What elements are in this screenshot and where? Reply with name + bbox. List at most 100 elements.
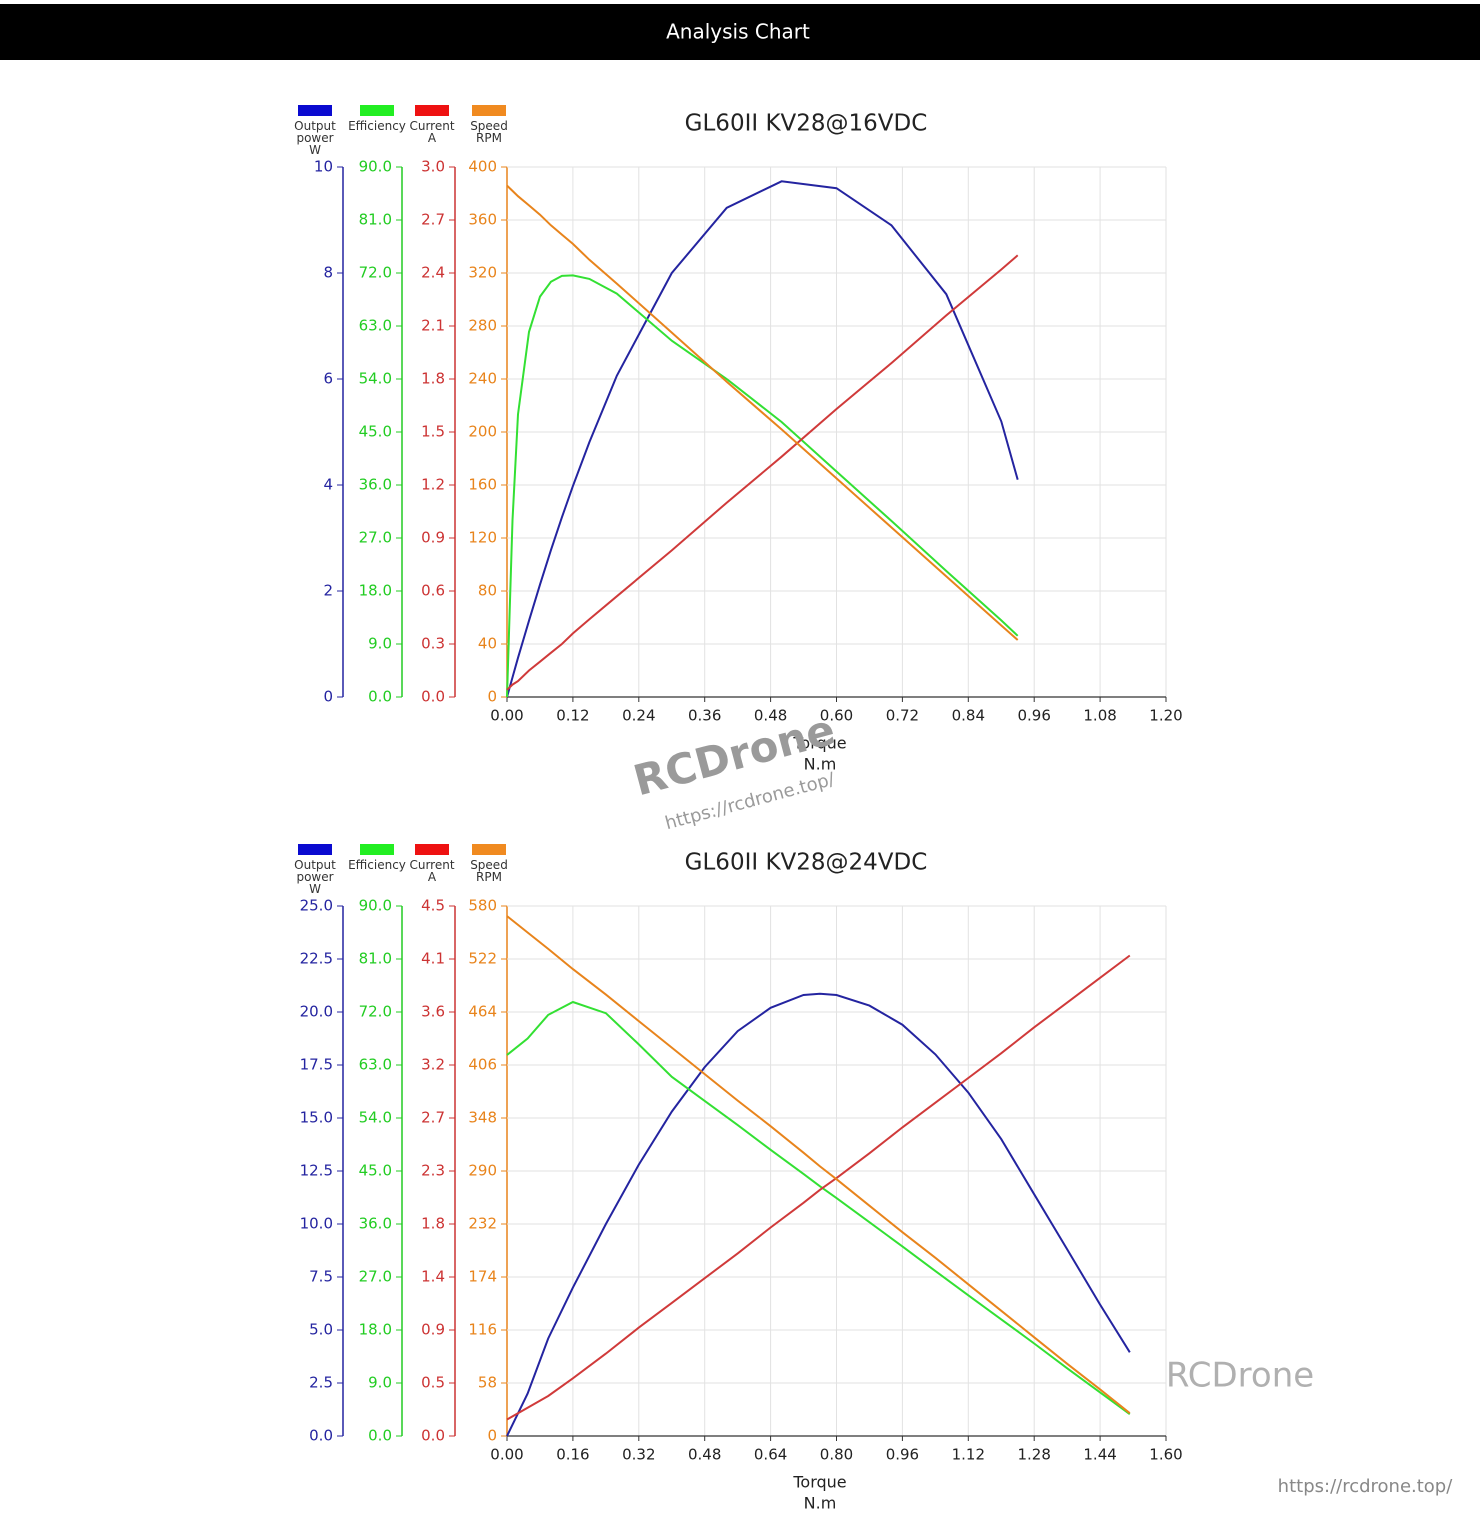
legend-label: Speed	[470, 858, 508, 872]
header-bar	[0, 4, 1480, 60]
x-tick-label: 0.48	[688, 1446, 721, 1464]
y-tick-label: 7.5	[309, 1268, 333, 1286]
y-tick-label: 45.0	[359, 423, 392, 441]
x-tick-label: 0.80	[820, 1446, 853, 1464]
legend-swatch	[298, 105, 332, 116]
y-tick-label: 58	[478, 1374, 497, 1392]
y-tick-label: 72.0	[359, 1003, 392, 1021]
x-tick-label: 0.64	[754, 1446, 787, 1464]
legend-unit: W	[309, 882, 321, 896]
legend-entry: Current A	[401, 859, 463, 883]
legend-swatch	[360, 105, 394, 116]
y-tick-label: 2.3	[421, 1162, 445, 1180]
y-tick-label: 522	[468, 950, 497, 968]
legend-unit: RPM	[476, 870, 502, 884]
y-tick-label: 22.5	[300, 950, 333, 968]
legend-label: Current	[409, 119, 455, 133]
legend-swatch	[472, 844, 506, 855]
y-tick-label: 116	[468, 1321, 497, 1339]
x-tick-label: 0.00	[490, 707, 523, 725]
y-tick-label: 0.0	[368, 1427, 392, 1445]
legend-swatch	[415, 844, 449, 855]
x-tick-label: 1.60	[1149, 1446, 1182, 1464]
legend-unit: A	[427, 870, 437, 884]
y-tick-label: 63.0	[359, 1056, 392, 1074]
y-tick-label: 464	[468, 1003, 497, 1021]
y-tick-label: 0.3	[421, 635, 445, 653]
x-tick-label: 1.08	[1083, 707, 1116, 725]
y-tick-label: 1.2	[421, 476, 445, 494]
y-tick-label: 0.9	[421, 529, 445, 547]
y-tick-label: 27.0	[359, 529, 392, 547]
y-tick-label: 80	[478, 582, 497, 600]
header-title: Analysis Chart	[666, 20, 810, 44]
y-tick-label: 72.0	[359, 264, 392, 282]
legend-entry: Efficiency	[346, 120, 408, 132]
legend-label: Output power	[294, 858, 336, 884]
x-axis-unit: N.m	[804, 1494, 837, 1513]
y-tick-label: 45.0	[359, 1162, 392, 1180]
y-tick-label: 18.0	[359, 1321, 392, 1339]
x-tick-label: 0.72	[886, 707, 919, 725]
y-tick-label: 0.5	[421, 1374, 445, 1392]
y-tick-label: 0.0	[421, 1427, 445, 1445]
x-tick-label: 0.96	[1017, 707, 1050, 725]
y-tick-label: 0.9	[421, 1321, 445, 1339]
y-tick-label: 20.0	[300, 1003, 333, 1021]
series-line	[506, 254, 1019, 691]
x-tick-label: 0.96	[886, 1446, 919, 1464]
legend-entry: Current A	[401, 120, 463, 144]
series-line	[506, 1000, 1131, 1416]
x-tick-label: 0.48	[754, 707, 787, 725]
y-tick-label: 0	[487, 1427, 497, 1445]
y-tick-label: 120	[468, 529, 497, 547]
y-tick-label: 2	[323, 582, 333, 600]
legend-label: Efficiency	[348, 119, 406, 133]
legend-swatch	[415, 105, 449, 116]
x-tick-label: 0.84	[952, 707, 985, 725]
y-tick-label: 1.8	[421, 370, 445, 388]
legend-label: Speed	[470, 119, 508, 133]
chart-title: GL60II KV28@16VDC	[685, 111, 928, 137]
y-tick-label: 3.0	[421, 158, 445, 176]
x-tick-label: 0.12	[556, 707, 589, 725]
y-tick-label: 54.0	[359, 1109, 392, 1127]
y-tick-label: 9.0	[368, 635, 392, 653]
y-tick-label: 36.0	[359, 476, 392, 494]
y-tick-label: 580	[468, 897, 497, 915]
legend-unit: A	[427, 131, 437, 145]
y-tick-label: 90.0	[359, 897, 392, 915]
y-tick-label: 0.0	[421, 688, 445, 706]
y-tick-label: 0.6	[421, 582, 445, 600]
x-axis-unit: N.m	[804, 755, 837, 774]
legend-swatch	[360, 844, 394, 855]
y-tick-label: 9.0	[368, 1374, 392, 1392]
y-tick-label: 4.5	[421, 897, 445, 915]
y-tick-label: 320	[468, 264, 497, 282]
y-tick-label: 1.4	[421, 1268, 445, 1286]
legend-swatch	[298, 844, 332, 855]
legend-swatch	[472, 105, 506, 116]
x-tick-label: 0.36	[688, 707, 721, 725]
legend-label: Output power	[294, 119, 336, 145]
y-tick-label: 290	[468, 1162, 497, 1180]
watermark: https://rcdrone.top/	[1278, 1476, 1454, 1497]
chart-title: GL60II KV28@24VDC	[685, 850, 928, 876]
y-tick-label: 240	[468, 370, 497, 388]
y-tick-label: 0.0	[368, 688, 392, 706]
y-tick-label: 10.0	[300, 1215, 333, 1233]
y-tick-label: 4.1	[421, 950, 445, 968]
y-tick-label: 1.5	[421, 423, 445, 441]
y-tick-label: 0.0	[309, 1427, 333, 1445]
y-tick-label: 2.4	[421, 264, 445, 282]
x-tick-label: 1.20	[1149, 707, 1182, 725]
y-tick-label: 6	[323, 370, 333, 388]
y-tick-label: 1.8	[421, 1215, 445, 1233]
x-tick-label: 1.44	[1083, 1446, 1116, 1464]
x-tick-label: 0.24	[622, 707, 655, 725]
x-tick-label: 0.32	[622, 1446, 655, 1464]
legend-unit: RPM	[476, 131, 502, 145]
legend-entry: Output power W	[284, 120, 346, 156]
legend-entry: Speed RPM	[458, 859, 520, 883]
